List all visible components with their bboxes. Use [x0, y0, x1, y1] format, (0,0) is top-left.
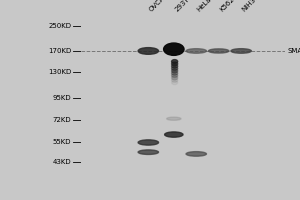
Ellipse shape	[164, 43, 184, 55]
Text: HeLa: HeLa	[196, 0, 213, 12]
Ellipse shape	[186, 49, 206, 53]
Ellipse shape	[172, 60, 178, 63]
Text: 170KD: 170KD	[48, 48, 71, 54]
Ellipse shape	[172, 81, 178, 85]
Ellipse shape	[172, 71, 178, 75]
Text: K562: K562	[219, 0, 236, 12]
Ellipse shape	[172, 69, 178, 73]
Ellipse shape	[172, 78, 178, 82]
Ellipse shape	[186, 152, 206, 156]
Ellipse shape	[172, 76, 178, 80]
Text: 43KD: 43KD	[53, 159, 71, 165]
Ellipse shape	[138, 150, 158, 154]
Text: 130KD: 130KD	[48, 69, 71, 75]
Text: 55KD: 55KD	[53, 139, 71, 145]
Ellipse shape	[231, 49, 251, 53]
Text: NIH3T3: NIH3T3	[241, 0, 264, 12]
Text: 95KD: 95KD	[53, 95, 71, 101]
Ellipse shape	[172, 62, 178, 66]
Ellipse shape	[167, 117, 181, 120]
Text: 250KD: 250KD	[48, 23, 71, 29]
Text: 72KD: 72KD	[53, 117, 71, 123]
Ellipse shape	[172, 67, 178, 70]
Ellipse shape	[138, 48, 158, 54]
Ellipse shape	[172, 64, 178, 68]
Ellipse shape	[172, 74, 178, 78]
Ellipse shape	[208, 49, 229, 53]
Ellipse shape	[165, 132, 183, 137]
Text: OVCAR3: OVCAR3	[148, 0, 173, 12]
Text: SMARCA4: SMARCA4	[288, 48, 300, 54]
Text: 293T: 293T	[174, 0, 190, 12]
Ellipse shape	[138, 140, 158, 145]
